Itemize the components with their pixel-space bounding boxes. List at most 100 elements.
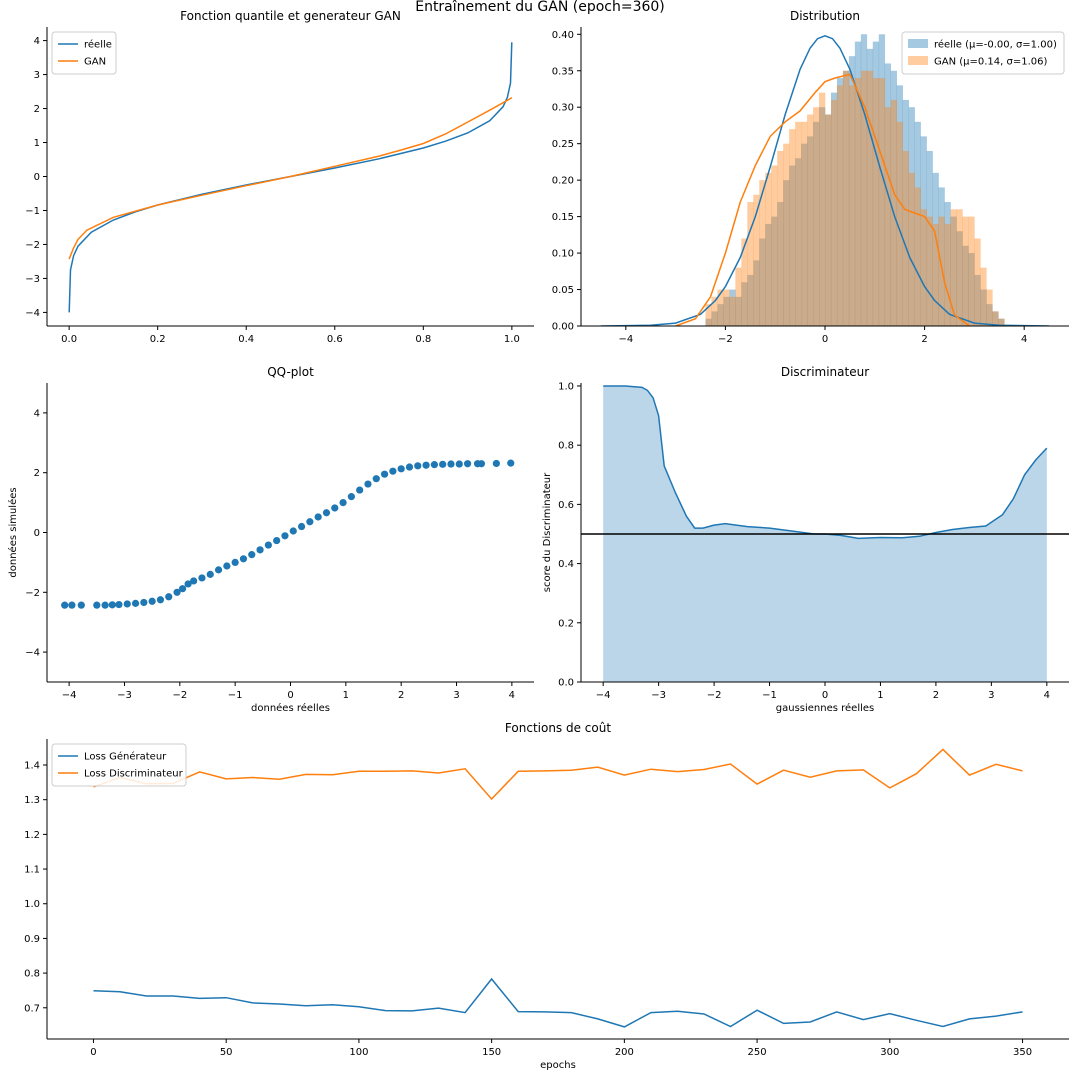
- hist-bar-gan: [884, 107, 892, 326]
- x-tick-label: −4: [618, 334, 633, 345]
- hist-bar-real: [974, 274, 981, 326]
- y-tick-label: 0.8: [24, 969, 40, 980]
- hist-bar-real: [759, 238, 766, 326]
- hist-bar-real: [956, 231, 963, 326]
- hist-bar-real: [830, 92, 838, 326]
- hist-bar-real: [836, 78, 844, 326]
- hist-bar-gan: [926, 216, 933, 326]
- plot-area: [93, 748, 1023, 1028]
- y-tick-label: 0.9: [24, 934, 40, 945]
- hist-bar-real: [896, 85, 903, 326]
- x-tick-label: −1: [762, 690, 777, 701]
- hist-bar-gan: [801, 121, 808, 326]
- hist-bar-gan: [878, 78, 886, 326]
- hist-bar-real: [878, 34, 886, 326]
- hist-bar-gan: [932, 223, 939, 326]
- chart-distribution: −4 −2 0 2 4 0.00 0.05 0.10 0.15 0.20 0.25 0.30 0.35 0…: [552, 9, 1069, 345]
- x-tick-label: 250: [748, 1047, 767, 1058]
- x-tick-label: 1: [877, 690, 883, 701]
- hist-bar-real: [819, 107, 826, 326]
- hist-bar-real: [735, 296, 742, 326]
- qq-point: [101, 601, 109, 609]
- kde-line-real: [600, 34, 1050, 326]
- legend-swatch: [908, 56, 928, 65]
- y-axis-label: score du Discriminateur: [542, 472, 553, 592]
- qq-point: [455, 460, 463, 468]
- hist-bar-gan: [992, 311, 999, 326]
- hist-bar-gan: [902, 150, 909, 326]
- hist-bar-real: [902, 99, 909, 326]
- hist-bar-real: [765, 223, 772, 326]
- x-tick-label: 0.2: [150, 334, 166, 345]
- hist-bar-gan: [753, 194, 760, 326]
- series-line-blue: [93, 977, 1023, 1028]
- x-tick-label: 350: [1013, 1047, 1032, 1058]
- x-axis-label: données réelles: [251, 702, 330, 714]
- y-tick-label: 2: [34, 104, 40, 115]
- y-tick-label: 0.00: [552, 322, 574, 333]
- qq-point: [439, 460, 447, 468]
- x-tick-label: 100: [349, 1047, 368, 1058]
- y-tick-label: −4: [25, 648, 40, 659]
- y-tick-label: 4: [34, 36, 40, 47]
- hist-bar-gan: [777, 150, 784, 326]
- hist-bar-real: [711, 311, 718, 326]
- x-tick-label: 0: [287, 690, 293, 701]
- hist-bar-real: [801, 143, 808, 326]
- panel-title: Fonctions de coût: [505, 721, 611, 735]
- kde-line-gan: [675, 73, 970, 326]
- hist-bar-gan: [813, 107, 820, 326]
- qq-point: [156, 596, 165, 604]
- hist-bar-gan: [974, 238, 981, 326]
- qq-point: [68, 601, 76, 609]
- x-tick-label: 2: [398, 690, 404, 701]
- x-tick-label: 1.0: [504, 334, 520, 345]
- panel-title: Distribution: [790, 9, 860, 23]
- hist-bar-real: [741, 282, 748, 326]
- qq-point: [256, 546, 264, 554]
- y-tick-label: 0.2: [558, 618, 574, 629]
- chart-qqplot: −4 −3 −2 −1 0 1 2 3 4 −4 −2 0 2 4 QQ-plot données réell…: [7, 365, 534, 714]
- x-tick-label: 300: [880, 1047, 899, 1058]
- qq-point: [273, 536, 281, 545]
- qq-point: [123, 600, 131, 608]
- hist-bar-gan: [807, 114, 814, 326]
- x-tick-label: −3: [117, 690, 132, 701]
- y-tick-label: 0.6: [558, 500, 574, 511]
- y-tick-label: 0.20: [552, 176, 574, 187]
- x-tick-label: 3: [988, 690, 994, 701]
- hist-bar-gan: [830, 99, 838, 326]
- legend-box: [51, 31, 117, 75]
- hist-bar-gan: [819, 92, 826, 326]
- qq-point: [61, 601, 69, 609]
- hist-bar-gan: [723, 289, 730, 326]
- qq-point: [507, 459, 515, 467]
- hist-bar-real: [771, 216, 778, 326]
- x-tick-label: 50: [220, 1047, 233, 1058]
- y-tick-label: 0.4: [558, 559, 574, 570]
- qq-point: [347, 493, 355, 501]
- qq-point: [115, 600, 123, 609]
- qq-point: [206, 570, 214, 578]
- hist-bar-real: [705, 318, 712, 326]
- hist-bar-gan: [920, 209, 927, 326]
- y-tick-label: 0.25: [552, 139, 574, 150]
- qq-point: [140, 598, 148, 607]
- hist-bar-gan: [771, 165, 778, 326]
- chart-panels: 0.0 0.2 0.4 0.6 0.8 1.0 −4 −3 −2 −1 0 1 2 3 4 Fonction …: [7, 9, 1069, 1071]
- x-tick-label: 0: [822, 334, 828, 345]
- hist-bar-real: [962, 245, 969, 326]
- y-tick-label: 0.8: [558, 441, 574, 452]
- qq-point: [289, 527, 297, 535]
- hist-bar-real: [854, 41, 862, 326]
- legend-label: GAN (μ=0.14, σ=1.06): [934, 57, 1047, 68]
- x-tick-label: 0: [90, 1047, 96, 1058]
- hist-bar-gan: [986, 289, 993, 326]
- qq-point: [223, 562, 231, 570]
- hist-bar-gan: [854, 78, 862, 326]
- hist-bar-gan: [950, 209, 957, 326]
- hist-bar-real: [872, 41, 880, 326]
- qq-point: [380, 470, 389, 478]
- hist-bar-gan: [836, 85, 844, 326]
